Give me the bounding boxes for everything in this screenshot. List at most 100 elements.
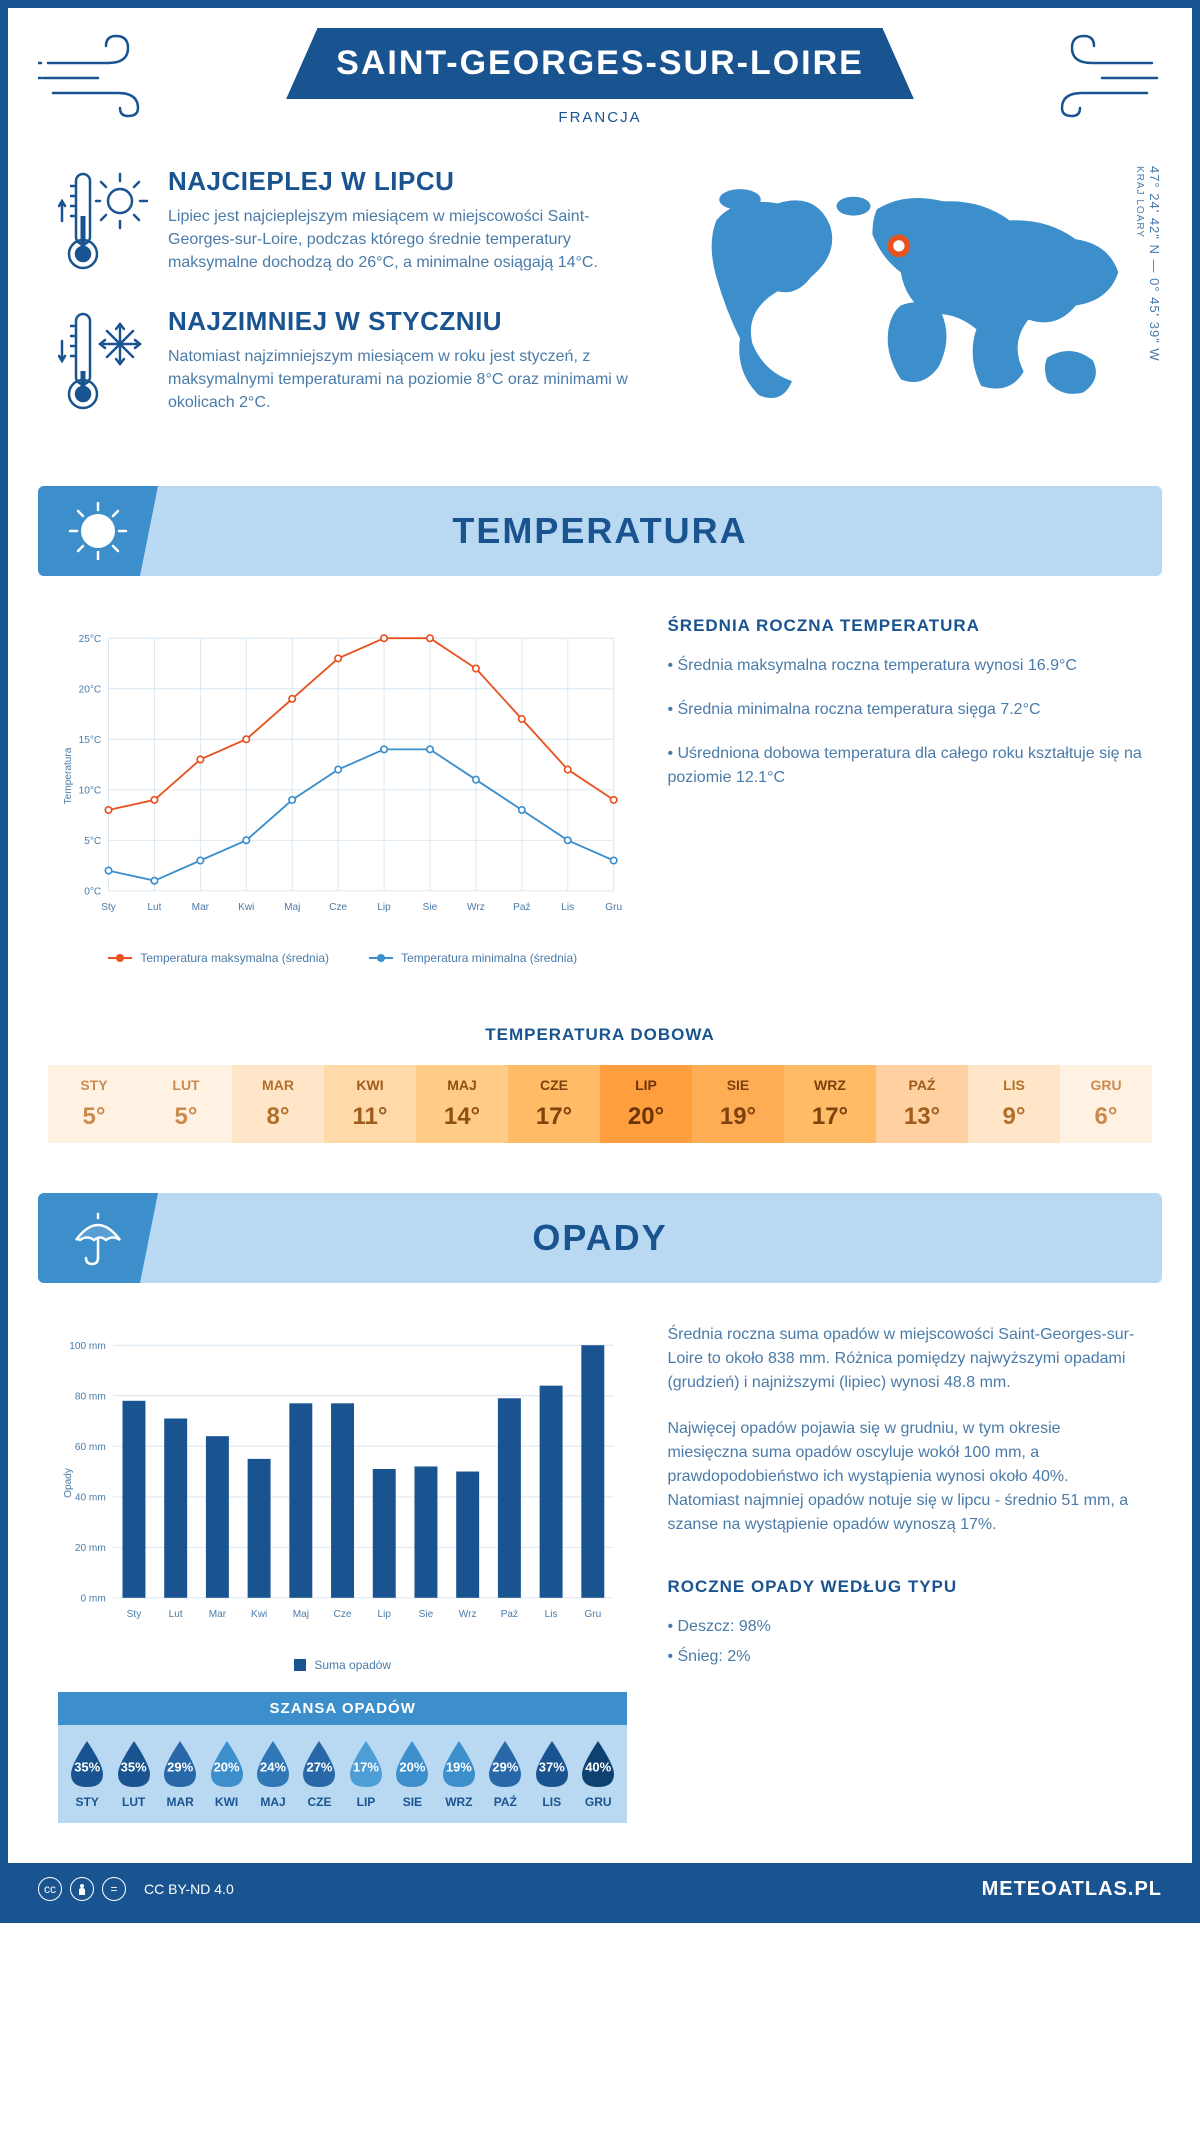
daily-temp-cell: LUT5° <box>140 1065 232 1143</box>
chance-month-label: PAŹ <box>482 1795 528 1809</box>
chance-month-label: MAR <box>157 1795 203 1809</box>
footer: cc = CC BY-ND 4.0 METEOATLAS.PL <box>8 1863 1192 1915</box>
daily-temp-value: 17° <box>508 1103 600 1131</box>
temp-stats-bullet-0: • Średnia maksymalna roczna temperatura … <box>667 654 1142 678</box>
daily-temp-cell: CZE17° <box>508 1065 600 1143</box>
daily-temp-cell: KWI11° <box>324 1065 416 1143</box>
precip-type-heading: ROCZNE OPADY WEDŁUG TYPU <box>667 1577 1142 1597</box>
country-label: FRANCJA <box>286 109 914 126</box>
precipitation-title: OPADY <box>158 1217 1162 1259</box>
coldest-title: NAJZIMNIEJ W STYCZNIU <box>168 306 648 337</box>
chance-cell: 20%KWI <box>203 1739 249 1809</box>
daily-temp-month: WRZ <box>784 1077 876 1093</box>
temp-chart-legend: Temperatura maksymalna (średnia) Tempera… <box>58 951 627 965</box>
nd-icon: = <box>102 1877 126 1901</box>
chance-cell: 24%MAJ <box>250 1739 296 1809</box>
chance-cell: 35%LUT <box>110 1739 156 1809</box>
daily-temp-cell: MAR 8° <box>232 1065 324 1143</box>
umbrella-icon-box <box>38 1193 158 1283</box>
legend-min-label: Temperatura minimalna (średnia) <box>401 951 577 965</box>
svg-text:Temperatura: Temperatura <box>63 747 74 804</box>
svg-text:Gru: Gru <box>584 1609 601 1620</box>
legend-precip: Suma opadów <box>294 1658 391 1672</box>
svg-text:Lut: Lut <box>147 902 161 913</box>
daily-temp-month: MAR <box>232 1077 324 1093</box>
daily-temp-month: LIP <box>600 1077 692 1093</box>
precip-paragraph-1: Średnia roczna suma opadów w miejscowośc… <box>667 1323 1142 1395</box>
warmest-desc: Lipiec jest najcieplejszym miesiącem w m… <box>168 205 648 275</box>
svg-text:Mar: Mar <box>192 902 210 913</box>
svg-text:25°C: 25°C <box>79 634 102 645</box>
coldest-desc: Natomiast najzimniejszym miesiącem w rok… <box>168 345 648 415</box>
coldest-content: NAJZIMNIEJ W STYCZNIU Natomiast najzimni… <box>168 306 648 416</box>
chance-cell: 37%LIS <box>529 1739 575 1809</box>
raindrop-icon: 19% <box>438 1739 480 1789</box>
svg-text:10°C: 10°C <box>79 785 102 796</box>
temp-stats-bullet-1: • Średnia minimalna roczna temperatura s… <box>667 698 1142 722</box>
svg-text:Sie: Sie <box>419 1609 434 1620</box>
legend-max: Temperatura maksymalna (średnia) <box>108 951 329 965</box>
sun-icon <box>66 499 131 564</box>
raindrop-icon: 24% <box>252 1739 294 1789</box>
daily-temp-title: TEMPERATURA DOBOWA <box>8 1025 1192 1045</box>
by-icon <box>70 1877 94 1901</box>
temperature-content: 0°C5°C10°C15°C20°C25°CStyLutMarKwiMajCze… <box>8 576 1192 1005</box>
chance-cell: 17%LIP <box>343 1739 389 1809</box>
svg-text:Sty: Sty <box>127 1609 143 1620</box>
svg-text:Opady: Opady <box>63 1467 74 1498</box>
svg-text:Maj: Maj <box>293 1609 309 1620</box>
svg-text:0°C: 0°C <box>84 886 101 897</box>
svg-text:Paź: Paź <box>501 1609 518 1620</box>
warmest-title: NAJCIEPLEJ W LIPCU <box>168 166 648 197</box>
daily-temp-table: STY5°LUT5°MAR8°KWI11°MAJ14°CZE17°LIP20°S… <box>48 1065 1152 1143</box>
coldest-fact: NAJZIMNIEJ W STYCZNIU Natomiast najzimni… <box>58 306 648 416</box>
chance-cell: 35% STY <box>64 1739 110 1809</box>
daily-temp-month: LIS <box>968 1077 1060 1093</box>
raindrop-icon: 27% <box>298 1739 340 1789</box>
temp-stats-bullet-2: • Uśredniona dobowa temperatura dla całe… <box>667 742 1142 790</box>
chance-month-label: LUT <box>110 1795 156 1809</box>
daily-temp-value: 6° <box>1060 1103 1152 1131</box>
temp-stats-heading: ŚREDNIA ROCZNA TEMPERATURA <box>667 616 1142 636</box>
chance-month-label: STY <box>64 1795 110 1809</box>
sun-icon-box <box>38 486 158 576</box>
chance-cell: 29% PAŹ <box>482 1739 528 1809</box>
svg-text:Kwi: Kwi <box>251 1609 267 1620</box>
svg-text:Kwi: Kwi <box>238 902 254 913</box>
wind-swirl-icon-right <box>1032 28 1162 118</box>
svg-text:5°C: 5°C <box>84 836 101 847</box>
daily-temp-cell: PAŹ13° <box>876 1065 968 1143</box>
svg-text:Lis: Lis <box>561 902 574 913</box>
precip-paragraph-2: Najwięcej opadów pojawia się w grudniu, … <box>667 1417 1142 1537</box>
chance-cell: 40%GRU <box>575 1739 621 1809</box>
header: SAINT-GEORGES-SUR-LOIRE FRANCJA <box>8 8 1192 166</box>
license-text: CC BY-ND 4.0 <box>144 1881 234 1897</box>
svg-text:60 mm: 60 mm <box>75 1442 106 1453</box>
svg-text:Cze: Cze <box>329 902 347 913</box>
infographic-frame: SAINT-GEORGES-SUR-LOIRE FRANCJA <box>0 0 1200 1923</box>
warmest-content: NAJCIEPLEJ W LIPCU Lipiec jest najcieple… <box>168 166 648 276</box>
daily-temp-value: 19° <box>692 1103 784 1131</box>
daily-temp-month: PAŹ <box>876 1077 968 1093</box>
daily-temp-month: MAJ <box>416 1077 508 1093</box>
legend-precip-label: Suma opadów <box>314 1658 391 1672</box>
daily-temp-month: GRU <box>1060 1077 1152 1093</box>
daily-temp-cell: GRU 6° <box>1060 1065 1152 1143</box>
raindrop-icon: 29% <box>484 1739 526 1789</box>
daily-temp-value: 8° <box>232 1103 324 1131</box>
precip-type-rain: • Deszcz: 98% <box>667 1615 1142 1639</box>
temperature-section-header: TEMPERATURA <box>38 486 1162 576</box>
temperature-line-chart: 0°C5°C10°C15°C20°C25°CStyLutMarKwiMajCze… <box>58 616 627 936</box>
svg-text:Cze: Cze <box>334 1609 352 1620</box>
daily-temp-cell: SIE19° <box>692 1065 784 1143</box>
raindrop-icon: 20% <box>391 1739 433 1789</box>
raindrop-icon: 35% <box>66 1739 108 1789</box>
daily-temp-cell: STY5° <box>48 1065 140 1143</box>
temperature-title: TEMPERATURA <box>158 510 1162 552</box>
svg-text:20°C: 20°C <box>79 684 102 695</box>
umbrella-icon <box>68 1208 128 1268</box>
svg-text:15°C: 15°C <box>79 735 102 746</box>
svg-text:Lip: Lip <box>378 1609 392 1620</box>
svg-text:Sty: Sty <box>101 902 117 913</box>
svg-text:20 mm: 20 mm <box>75 1543 106 1554</box>
